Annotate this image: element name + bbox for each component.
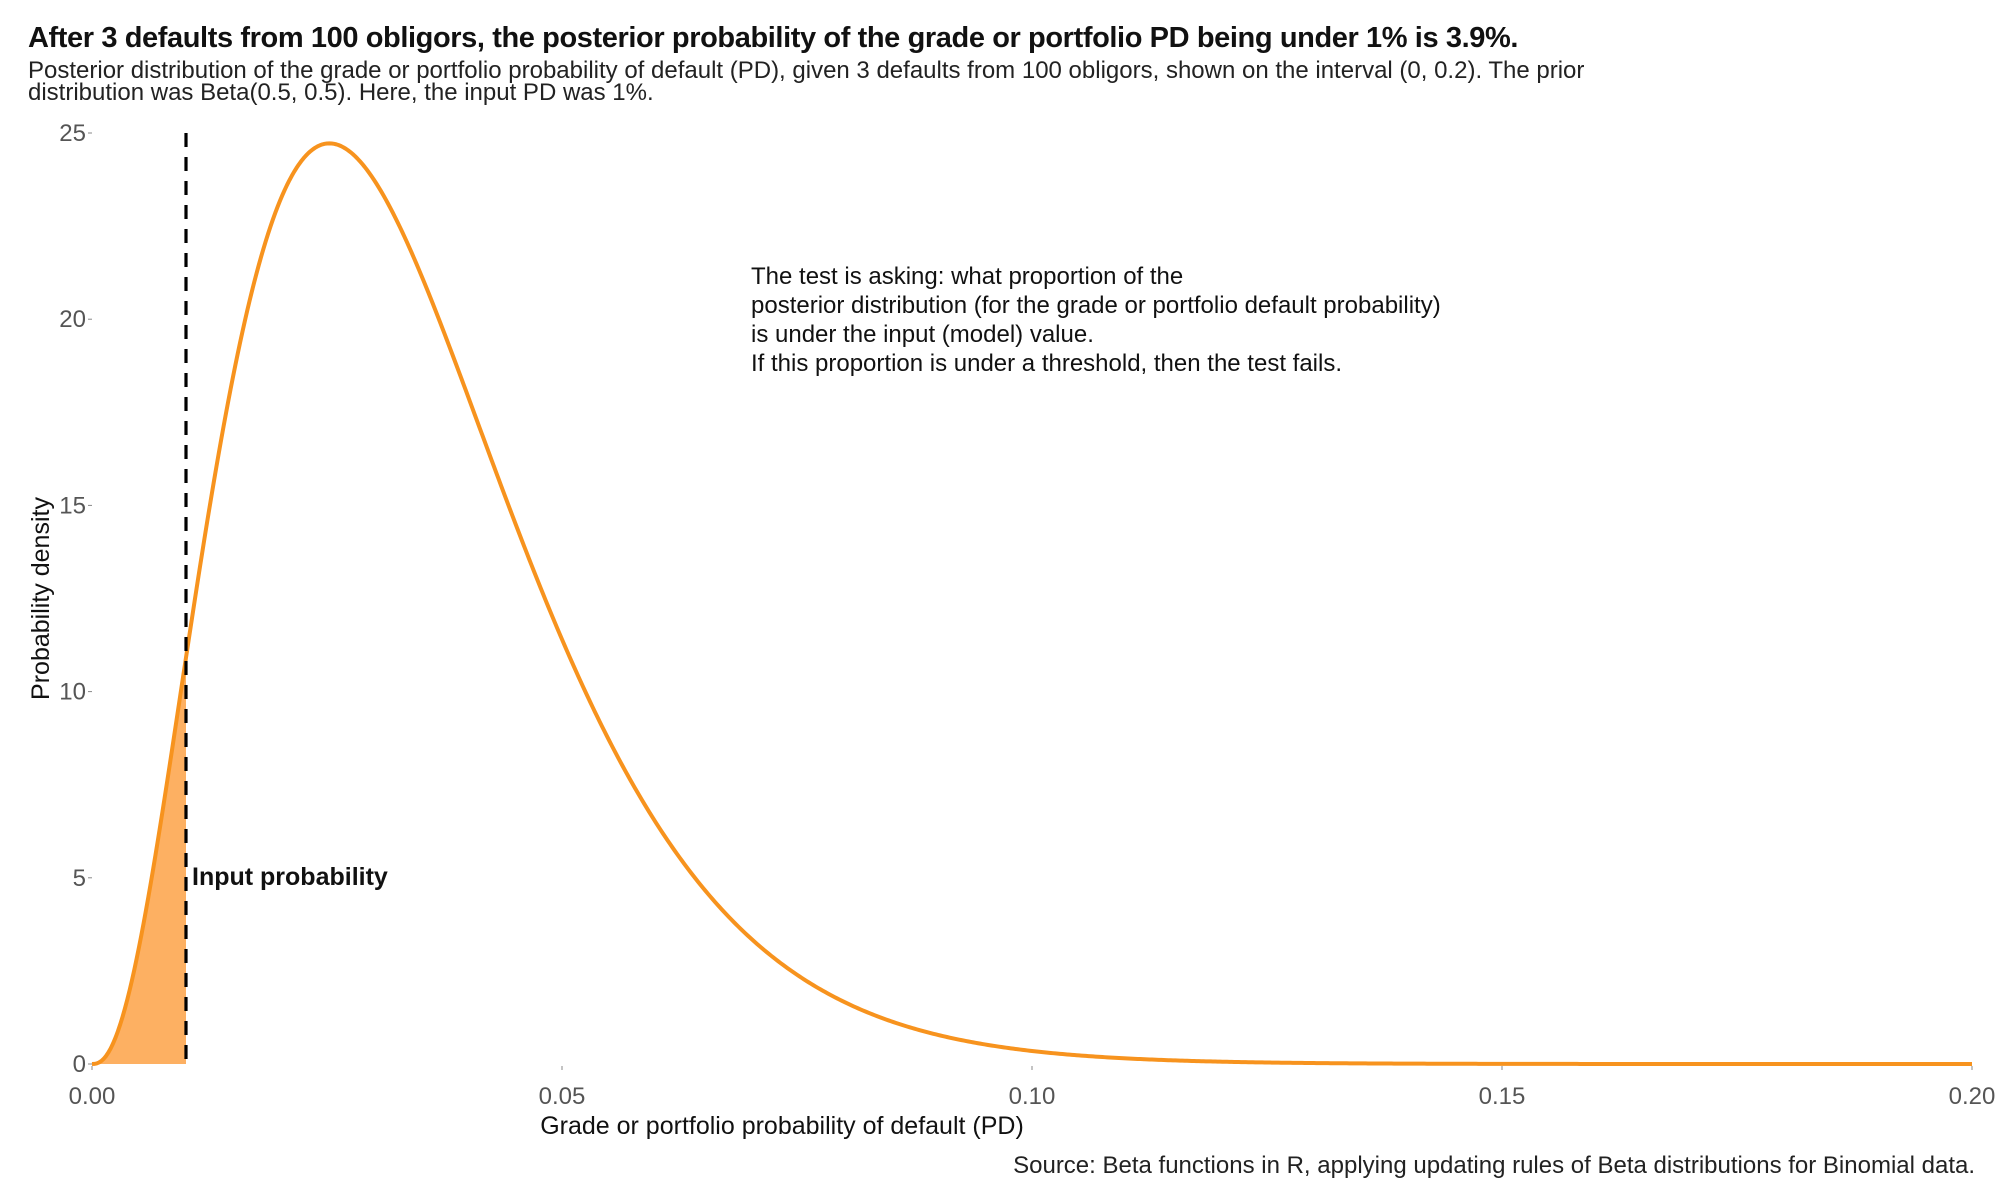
source-note: Source: Beta functions in R, applying up… bbox=[1013, 1152, 1975, 1179]
y-tick-label: 0 bbox=[73, 1051, 86, 1078]
chart-subtitle: Posterior distribution of the grade or p… bbox=[28, 57, 1585, 106]
x-tick-label: 0.20 bbox=[1949, 1083, 1996, 1110]
x-tick-label: 0.15 bbox=[1479, 1083, 1526, 1110]
y-tick-label: 15 bbox=[59, 492, 86, 519]
x-tick-label: 0.10 bbox=[1009, 1083, 1056, 1110]
test-annotation: The test is asking: what proportion of t… bbox=[751, 263, 1441, 377]
y-tick-label: 10 bbox=[59, 679, 86, 706]
chart-title: After 3 defaults from 100 obligors, the … bbox=[28, 22, 1518, 54]
shaded-area-under-input bbox=[92, 657, 186, 1064]
x-tick-label: 0.05 bbox=[539, 1083, 586, 1110]
annotation-line: posterior distribution (for the grade or… bbox=[751, 292, 1441, 319]
y-tick-label: 5 bbox=[73, 865, 86, 892]
x-axis: 0.00 0.05 0.10 0.15 0.20 bbox=[69, 1066, 1996, 1110]
annotation-line: is under the input (model) value. bbox=[751, 321, 1094, 348]
posterior-density-curve bbox=[91, 141, 1972, 1066]
y-tick-label: 20 bbox=[59, 306, 86, 333]
annotation-line: If this proportion is under a threshold,… bbox=[751, 350, 1342, 377]
input-probability-label: Input probability bbox=[192, 863, 388, 891]
y-axis-title: Probability density bbox=[27, 497, 55, 700]
y-axis: 0 5 10 15 20 25 bbox=[59, 120, 92, 1078]
annotation-line: The test is asking: what proportion of t… bbox=[751, 263, 1183, 290]
x-axis-title: Grade or portfolio probability of defaul… bbox=[540, 1112, 1024, 1140]
x-tick-label: 0.00 bbox=[69, 1083, 116, 1110]
y-tick-label: 25 bbox=[59, 120, 86, 147]
